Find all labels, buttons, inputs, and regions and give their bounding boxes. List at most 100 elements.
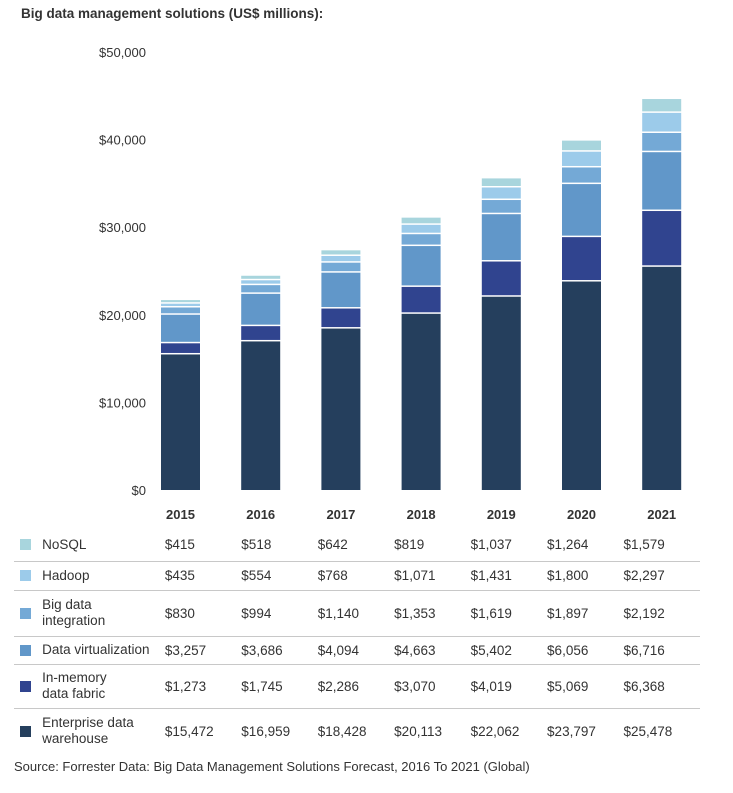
value-cell: $6,056 [547, 642, 589, 658]
value-cell: $5,069 [547, 678, 589, 694]
x-tick-label: 2016 [246, 507, 275, 520]
legend-row: Data virtualization $3,257 $3,686 $4,094 $4,… [14, 636, 700, 664]
bar-segment-nosql-2019 [481, 178, 521, 186]
value-cell: $1,264 [547, 537, 589, 553]
value-cell: $3,686 [241, 642, 283, 658]
series-name-line: data fabric [42, 686, 106, 701]
legend-data-table: NoSQL $415 $518 $642 $819 $1,037 $1,264 $1,579 H… [14, 529, 700, 754]
bar-segment-enterprise-data-warehouse-2020 [562, 281, 601, 490]
bar-segment-nosql-2018 [401, 217, 441, 224]
legend-swatch [20, 570, 31, 581]
value-cell: $2,192 [623, 605, 665, 621]
bar-segment-big-data-integration-2017 [321, 262, 361, 272]
bar-segment-big-data-integration-2021 [642, 132, 682, 151]
value-cell: $1,273 [164, 678, 207, 694]
stacked-bar-chart: $0 $10,000 $20,000 $30,000 $40,000 $50,000 20… [99, 45, 682, 520]
value-cell: $1,800 [547, 568, 589, 583]
value-cell: $2,297 [623, 568, 665, 583]
y-tick-label: $50,000 [99, 45, 146, 60]
bar-segment-nosql-2017 [321, 250, 361, 255]
bar-segment-enterprise-data-warehouse-2017 [321, 328, 361, 490]
bar-segment-in-memory-data-fabric-2017 [321, 308, 361, 328]
value-cell: $23,797 [547, 723, 596, 739]
value-cell: $25,478 [623, 723, 673, 739]
value-cell: $1,619 [470, 605, 512, 621]
value-cell: $4,094 [317, 642, 360, 658]
bar-segment-in-memory-data-fabric-2020 [562, 237, 601, 281]
value-cell: $819 [394, 537, 425, 553]
value-cell: $15,472 [164, 723, 214, 739]
series-name-line: integration [42, 613, 106, 628]
bar-segment-hadoop-2017 [321, 255, 361, 262]
legend-swatch [20, 607, 31, 619]
bar-segment-in-memory-data-fabric-2021 [642, 211, 682, 266]
bars [161, 99, 682, 490]
value-cell: $4,663 [394, 642, 436, 658]
bar-segment-big-data-integration-2015 [161, 307, 200, 314]
value-cell: $18,428 [317, 723, 367, 739]
value-cell: $2,286 [317, 678, 360, 694]
value-cell: $3,070 [394, 678, 436, 694]
bar-segment-enterprise-data-warehouse-2016 [241, 341, 281, 490]
bar-segment-nosql-2016 [241, 275, 281, 279]
bar-segment-hadoop-2021 [642, 112, 682, 132]
value-cell: $20,113 [394, 723, 442, 739]
value-cell: $830 [164, 605, 195, 621]
series-name: Big data integration [42, 590, 165, 636]
bar-segment-in-memory-data-fabric-2015 [161, 343, 200, 353]
bar-segment-hadoop-2020 [562, 151, 601, 166]
series-name-line: Hadoop [42, 567, 90, 583]
series-name-line: NoSQL [42, 536, 87, 552]
y-tick-label: $0 [132, 483, 146, 498]
legend-swatch [20, 680, 31, 692]
y-axis: $0 $10,000 $20,000 $30,000 $40,000 $50,000 [99, 45, 146, 498]
bar-segment-enterprise-data-warehouse-2021 [642, 266, 682, 490]
value-cell: $994 [241, 605, 272, 621]
source-note: Source: Forrester Data: Big Data Managem… [14, 759, 530, 774]
series-name: Hadoop [42, 561, 165, 590]
bar-segment-hadoop-2016 [241, 280, 281, 284]
value-cell: $22,062 [470, 723, 520, 739]
x-tick-label: 2017 [326, 507, 355, 520]
value-cell: $1,037 [470, 537, 512, 553]
value-cell: $6,716 [623, 642, 665, 658]
bar-segment-data-virtualization-2021 [642, 152, 682, 210]
bar-segment-data-virtualization-2020 [562, 184, 601, 236]
series-name-line: Enterprise data [42, 715, 134, 731]
y-tick-label: $20,000 [99, 308, 146, 323]
legend-row: Big data integration $830 $994 $1,140 $1,353 $… [14, 590, 700, 636]
bar-segment-in-memory-data-fabric-2018 [401, 286, 441, 313]
series-name: Data virtualization [42, 636, 165, 664]
series-name: Enterprise data warehouse [42, 708, 165, 754]
series-name-line: warehouse [42, 731, 109, 747]
bar-segment-big-data-integration-2018 [401, 234, 441, 245]
series-name: In-memory data fabric [42, 664, 165, 708]
value-cell: $16,959 [241, 723, 291, 739]
legend-swatch [20, 725, 31, 737]
bar-segment-data-virtualization-2016 [241, 293, 281, 325]
y-tick-label: $40,000 [99, 133, 146, 148]
bar-segment-hadoop-2018 [401, 224, 441, 233]
series-name: NoSQL [42, 529, 165, 561]
x-tick-label: 2019 [487, 507, 516, 520]
value-cell: $1,431 [470, 568, 512, 583]
bar-segment-in-memory-data-fabric-2019 [481, 261, 521, 296]
value-cell: $1,745 [241, 678, 283, 694]
value-cell: $1,140 [317, 605, 360, 621]
legend-row: NoSQL $415 $518 $642 $819 $1,037 $1,264 $1,579 [14, 529, 700, 561]
bar-segment-hadoop-2019 [481, 187, 521, 199]
bar-segment-hadoop-2015 [161, 303, 200, 307]
bar-segment-data-virtualization-2015 [161, 314, 200, 342]
value-cell: $1,897 [547, 605, 589, 621]
bar-segment-big-data-integration-2019 [481, 200, 521, 213]
y-tick-label: $10,000 [99, 395, 146, 410]
bar-segment-nosql-2015 [161, 300, 200, 303]
value-cell: $518 [241, 537, 272, 553]
bar-segment-enterprise-data-warehouse-2019 [481, 296, 521, 490]
bar-segment-data-virtualization-2017 [321, 272, 361, 308]
value-cell: $4,019 [470, 678, 512, 694]
value-cell: $435 [164, 568, 195, 583]
value-cell: $1,579 [623, 537, 665, 553]
x-tick-label: 2018 [407, 507, 436, 520]
chart-title: Big data management solutions (US$ milli… [21, 6, 324, 21]
